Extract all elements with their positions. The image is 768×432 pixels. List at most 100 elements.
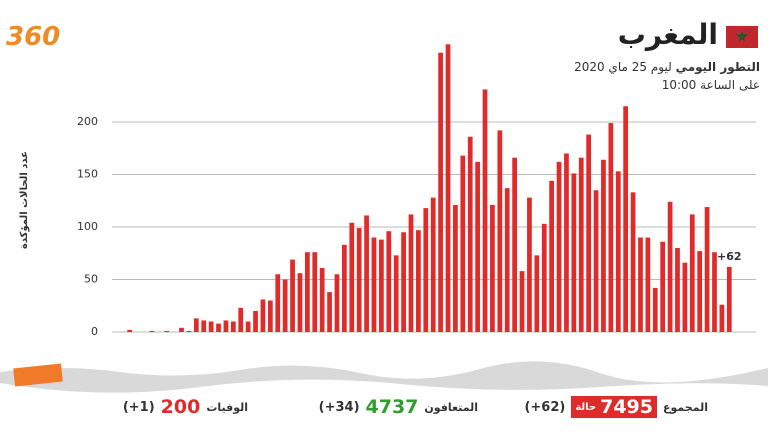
- stat: الوفيات 200 (+1): [123, 396, 248, 418]
- bar: [319, 267, 325, 332]
- bar: [460, 155, 466, 332]
- bar: [253, 311, 258, 332]
- logo: 360: [6, 22, 61, 52]
- bar: [497, 130, 503, 332]
- bar: [275, 274, 281, 332]
- bar: [467, 136, 473, 332]
- bar: [216, 323, 221, 332]
- bar: [364, 215, 369, 332]
- bar: [401, 232, 406, 332]
- bar: [527, 197, 532, 332]
- bar: [638, 237, 643, 332]
- annotation: +62: [717, 250, 742, 263]
- bar: [282, 279, 288, 332]
- bar: [660, 241, 666, 332]
- bar: [512, 157, 517, 332]
- bar: [393, 255, 399, 332]
- bar: [438, 52, 443, 332]
- bar: [349, 222, 355, 332]
- bar: [379, 239, 384, 332]
- bar: [408, 214, 414, 332]
- subtitle-date: ليوم 25 ماي 2020: [574, 60, 672, 74]
- bar: [356, 228, 362, 332]
- flag: [726, 26, 758, 48]
- bar: [519, 271, 525, 332]
- bar: [549, 180, 555, 332]
- bar: [475, 161, 480, 332]
- bar: [697, 251, 703, 332]
- bar: [712, 252, 717, 332]
- bar: [290, 259, 295, 332]
- bar: [564, 153, 569, 332]
- bar: [386, 231, 392, 332]
- stat: المجموع 7495 حالة (+62): [524, 396, 708, 418]
- bar: [675, 248, 680, 332]
- bar: [719, 304, 725, 332]
- stat-change: (+34): [318, 399, 360, 415]
- y-tick-label: 50: [84, 273, 98, 286]
- bar: [593, 190, 599, 332]
- bar: [541, 223, 547, 332]
- y-tick-label: 0: [91, 325, 98, 338]
- bar: [208, 321, 214, 332]
- bar: [342, 244, 347, 332]
- bar: [193, 318, 199, 332]
- bar: [371, 237, 377, 332]
- stat-change: (+1): [122, 399, 155, 415]
- bar: [608, 123, 614, 332]
- bar: [682, 262, 688, 332]
- bar: [704, 207, 710, 332]
- bar: [652, 287, 658, 332]
- bar: [312, 252, 318, 332]
- bar: [164, 330, 170, 332]
- bar: [571, 173, 577, 332]
- bar: [245, 321, 251, 332]
- bar: [423, 208, 429, 332]
- torn-paper: [0, 361, 768, 393]
- bar: [453, 204, 458, 332]
- stat-change: (+62): [524, 399, 566, 415]
- stat: المتعافون 4737 (+34): [319, 396, 478, 418]
- bar: [127, 329, 133, 332]
- bar: [201, 320, 207, 332]
- bar: [578, 157, 584, 332]
- stat-value: 4737: [365, 396, 419, 418]
- bar: [490, 204, 495, 332]
- bar: [726, 266, 732, 332]
- title: المغرب: [617, 18, 718, 51]
- bar: [556, 161, 562, 332]
- y-axis-label: عدد الحالات المؤكدة: [19, 151, 30, 249]
- bar: [586, 134, 592, 332]
- bar: [223, 320, 229, 332]
- time: على الساعة 10:00: [661, 78, 760, 92]
- bar: [689, 214, 695, 332]
- stat-unit: حالة: [575, 401, 597, 413]
- tape: [13, 363, 63, 387]
- stat-label: المجموع: [663, 400, 708, 414]
- y-tick-label: 200: [77, 115, 98, 128]
- subtitle: التطور اليومي ليوم 25 ماي 2020: [574, 60, 760, 74]
- bar: [238, 307, 244, 332]
- bar: [615, 171, 621, 332]
- stat-value: 7495: [600, 396, 653, 418]
- bar: [267, 300, 273, 332]
- bar: [482, 89, 488, 332]
- bar: [416, 230, 421, 332]
- bar: [630, 192, 636, 332]
- bar: [623, 106, 629, 332]
- bar: [186, 330, 192, 332]
- y-tick-label: 100: [77, 220, 98, 233]
- bar: [179, 327, 184, 332]
- bar: [230, 321, 236, 332]
- bar: [430, 197, 436, 332]
- bar: [601, 159, 606, 332]
- bar: [534, 255, 540, 332]
- bar: [667, 201, 673, 332]
- y-tick-label: 150: [77, 168, 98, 181]
- subtitle-bold: التطور اليومي: [675, 60, 760, 74]
- bar: [297, 273, 303, 332]
- stat-label: الوفيات: [206, 400, 248, 414]
- stat-label: المتعافون: [424, 400, 478, 414]
